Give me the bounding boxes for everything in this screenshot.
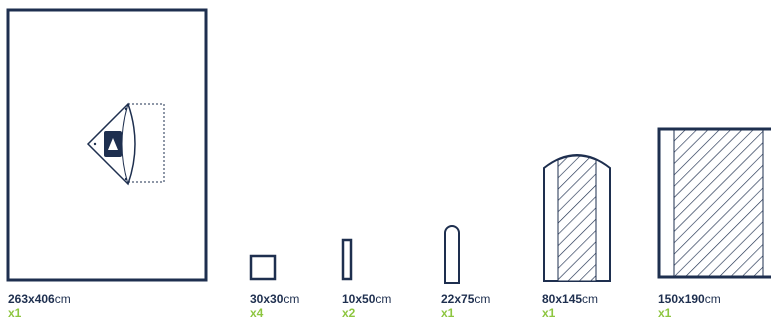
item-quantity: x1 <box>441 306 455 320</box>
item-quantity: x1 <box>542 306 556 320</box>
item-size: 80x145cm <box>542 292 599 306</box>
item-label: 10x50cm x2 <box>342 292 391 320</box>
item-label: 22x75cm x1 <box>441 292 490 320</box>
item-size: 263x406cm <box>8 292 71 306</box>
hatched-drape-shape <box>657 127 771 279</box>
slim-drape-shape <box>341 238 353 281</box>
square-drape-shape <box>249 254 277 281</box>
arched-drape-shape <box>543 154 611 282</box>
item-size: 30x30cm <box>250 292 300 306</box>
item-size: 10x50cm <box>342 292 392 306</box>
large-drape-shape <box>6 8 208 282</box>
rounded-strip-shape <box>444 225 460 284</box>
fenestration-shape <box>86 102 136 186</box>
item-label: 263x406cm x1 <box>8 292 71 320</box>
item-label: 30x30cm x4 <box>250 292 299 320</box>
item-quantity: x1 <box>658 306 672 320</box>
item-quantity: x2 <box>342 306 356 320</box>
item-quantity: x1 <box>8 306 22 320</box>
item-size: 22x75cm <box>441 292 491 306</box>
item-label: 80x145cm x1 <box>542 292 598 320</box>
item-size: 150x190cm <box>658 292 721 306</box>
item-quantity: x4 <box>250 306 264 320</box>
item-label: 150x190cm x1 <box>658 292 721 320</box>
